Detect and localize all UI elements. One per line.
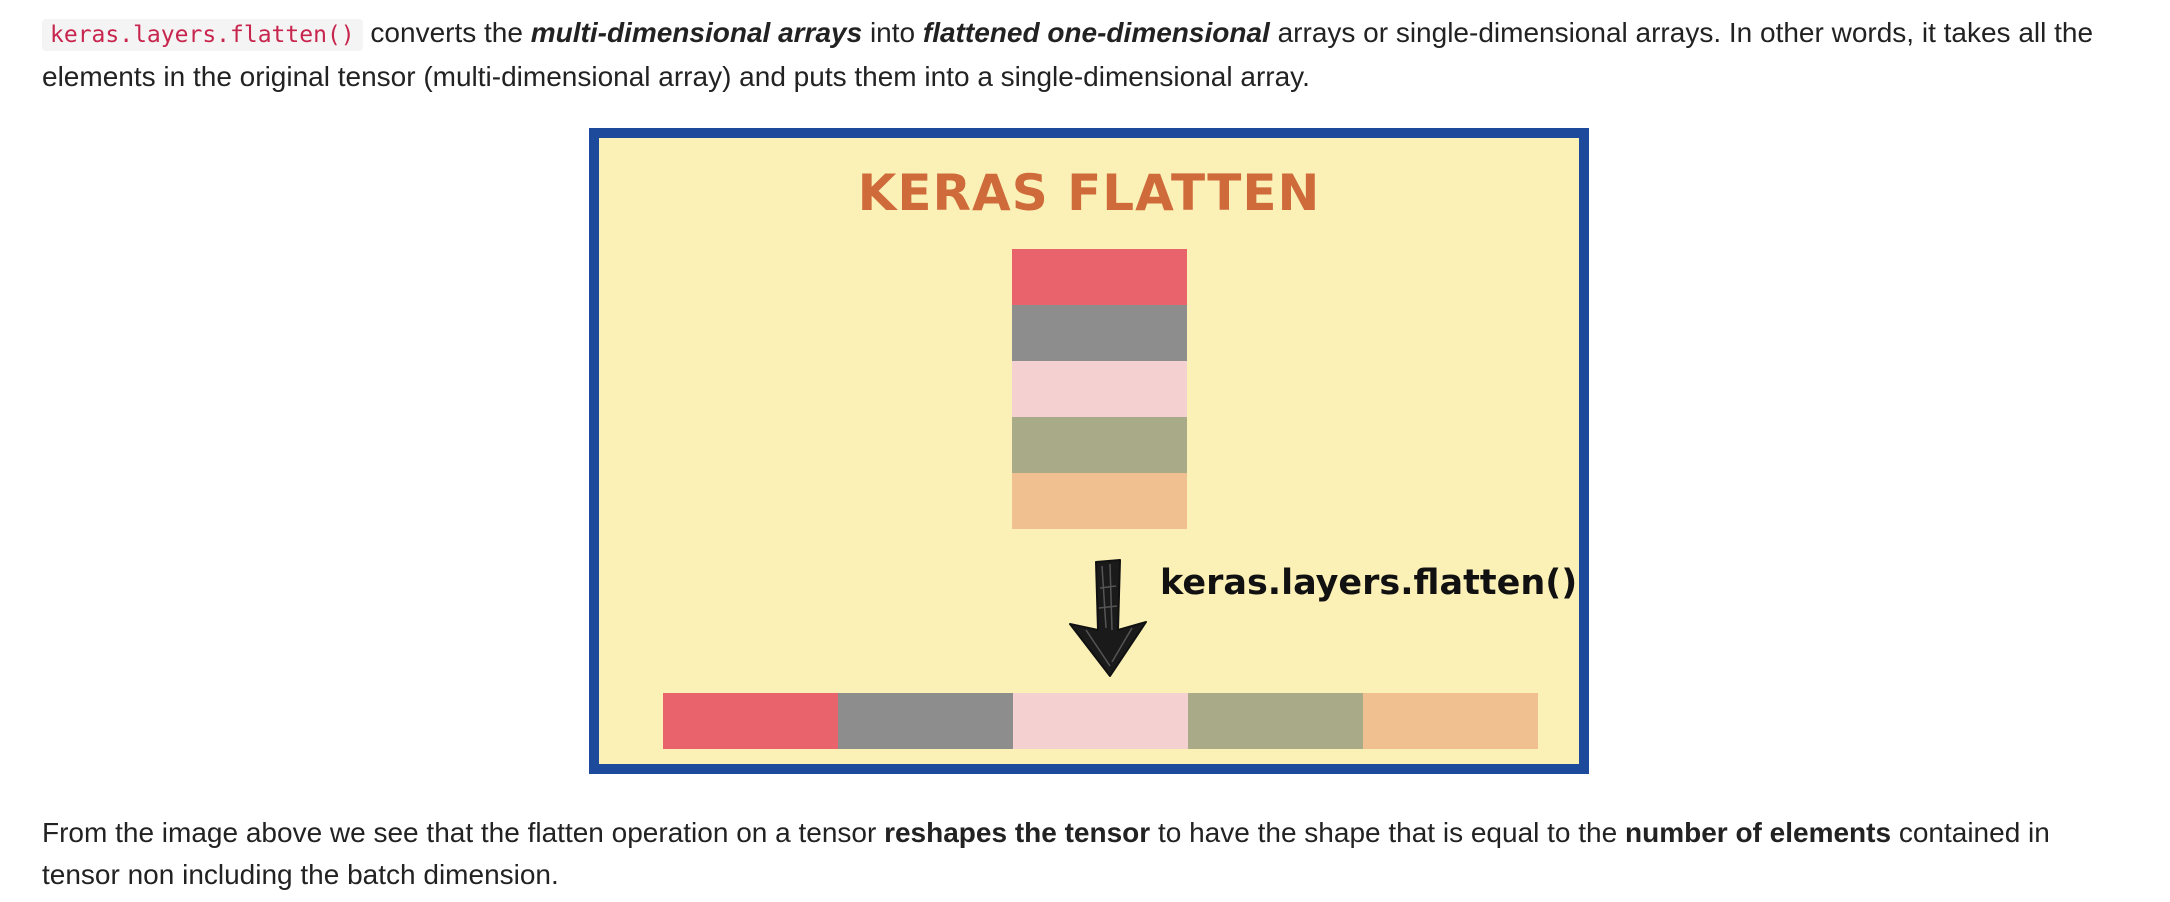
- stack-block-1: [1012, 249, 1187, 305]
- stack-block-2: [1012, 305, 1187, 361]
- stack-block-5: [1012, 473, 1187, 529]
- intro-text-1: converts the: [363, 17, 531, 48]
- intro-emphasis-1: multi-dimensional arrays: [531, 17, 862, 48]
- row-block-5: [1363, 693, 1538, 749]
- outro-text-2: to have the shape that is equal to the: [1150, 817, 1625, 848]
- stack-block-4: [1012, 417, 1187, 473]
- input-tensor-stack: [1012, 249, 1187, 529]
- outro-paragraph: From the image above we see that the fla…: [42, 812, 2132, 896]
- outro-emphasis-2: number of elements: [1625, 817, 1891, 848]
- outro-emphasis-1: reshapes the tensor: [884, 817, 1150, 848]
- row-block-4: [1188, 693, 1363, 749]
- stack-block-3: [1012, 361, 1187, 417]
- row-block-2: [838, 693, 1013, 749]
- outro-text-1: From the image above we see that the fla…: [42, 817, 884, 848]
- row-block-3: [1013, 693, 1188, 749]
- intro-text-2: into: [862, 17, 923, 48]
- intro-paragraph: keras.layers.flatten() converts the mult…: [42, 12, 2132, 98]
- flatten-function-label: keras.layers.flatten(): [1160, 563, 1577, 603]
- inline-code: keras.layers.flatten(): [42, 19, 363, 51]
- row-block-1: [663, 693, 838, 749]
- intro-emphasis-2: flattened one-dimensional: [923, 17, 1270, 48]
- down-arrow-icon: [1066, 558, 1150, 678]
- flattened-output-row: [663, 693, 1538, 749]
- keras-flatten-figure: KERAS FLATTEN keras.layers.flatten(): [589, 128, 1589, 774]
- figure-title: KERAS FLATTEN: [599, 164, 1579, 222]
